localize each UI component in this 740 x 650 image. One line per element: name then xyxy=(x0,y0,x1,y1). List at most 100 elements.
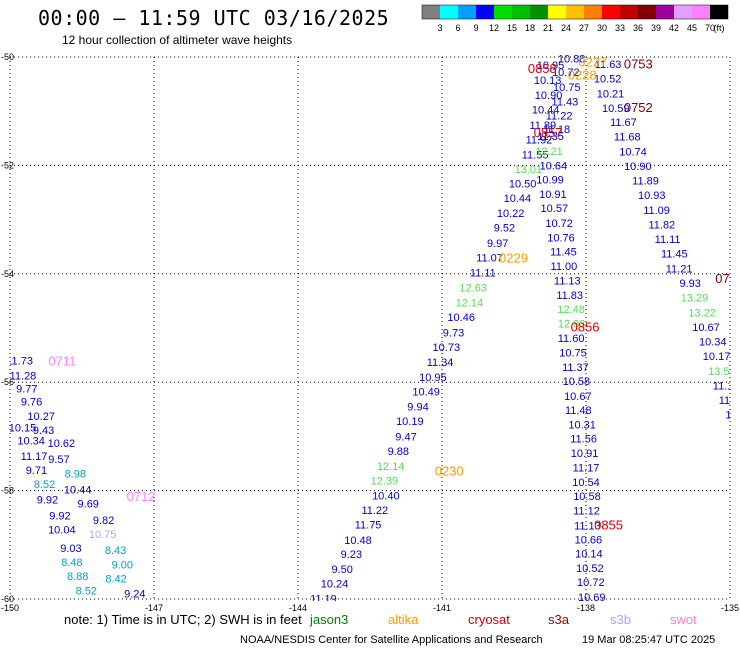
colorbar-swatch xyxy=(674,5,692,19)
y-tick-label: -56 xyxy=(1,377,14,387)
wave-height-point: 9.77 xyxy=(16,384,37,396)
wave-height-point: 10.90 xyxy=(535,90,563,102)
colorbar-label: 33 xyxy=(615,23,625,33)
x-tick-label: -135 xyxy=(721,603,739,612)
wave-height-point: 9.92 xyxy=(49,511,70,523)
wave-height-point: 11.83 xyxy=(556,290,583,302)
wave-height-point: 9.93 xyxy=(679,278,700,290)
colorbar-label: (ft) xyxy=(714,23,725,33)
track-time-label: 0230 xyxy=(435,464,464,479)
colorbar-swatch xyxy=(440,5,458,19)
wave-height-point: 13.22 xyxy=(688,307,716,319)
wave-height-point: 10.72 xyxy=(545,218,573,230)
wave-height-point: 10.57 xyxy=(541,203,569,215)
track-time-label: 0858 xyxy=(528,61,557,76)
track-time-label: 0228 xyxy=(568,67,597,82)
x-tick-label: -144 xyxy=(289,603,307,612)
wave-height-point: 11.13 xyxy=(574,520,601,532)
wave-height-point: 11.56 xyxy=(570,434,597,446)
track-time-label: 0227 xyxy=(578,54,607,69)
wave-height-point: 11.43 xyxy=(552,96,579,108)
colorbar-label: 36 xyxy=(633,23,643,33)
wave-height-point: 10.74 xyxy=(619,146,647,158)
y-tick-label: -58 xyxy=(1,486,14,496)
wave-height-point: 10.44 xyxy=(64,485,92,497)
wave-height-point: 10.13 xyxy=(534,75,562,87)
track-time-label: 0712 xyxy=(127,489,156,504)
wave-height-point: 8.43 xyxy=(105,545,126,557)
satellite-legend-item: jason3 xyxy=(310,612,349,627)
wave-height-point: 10.04 xyxy=(48,525,76,537)
wave-height-point: 10.59 xyxy=(602,103,630,115)
track-time-label: 0711 xyxy=(48,354,76,369)
wave-height-point: 11.82 xyxy=(648,219,675,231)
wave-height-point: 9.82 xyxy=(93,515,114,527)
wave-height-point: 9.69 xyxy=(78,499,99,511)
wave-height-point: 9.43 xyxy=(33,425,54,437)
colorbar-swatch xyxy=(512,5,530,19)
x-tick-label: -147 xyxy=(145,603,163,612)
colorbar-swatch xyxy=(584,5,602,19)
wave-height-point: 9.47 xyxy=(395,431,416,443)
colorbar-swatch xyxy=(458,5,476,19)
wave-height-point: 10.44 xyxy=(504,193,532,205)
colorbar-swatch xyxy=(638,5,656,19)
satellite-legend: jason3 altika cryosat s3a s3b swot xyxy=(0,612,740,628)
colorbar-frame xyxy=(421,4,729,20)
satellite-legend-item: s3b xyxy=(610,612,631,627)
colorbar-swatch xyxy=(422,5,440,19)
wave-height-point: 10.48 xyxy=(344,535,372,547)
y-tick-label: -50 xyxy=(1,52,14,62)
wave-height-point: 10.76 xyxy=(547,232,575,244)
colorbar-label: 24 xyxy=(561,23,571,33)
wave-height-point: 11.89 xyxy=(632,176,659,188)
wave-height-point: 10.58 xyxy=(573,491,601,503)
wave-height-point: 11.12 xyxy=(573,506,600,518)
wave-height-point: 10.58 xyxy=(563,376,591,388)
wave-height-point: 13.50 xyxy=(708,366,736,378)
track-time-label: 0229 xyxy=(499,251,528,266)
wave-height-point: 11.35 xyxy=(537,131,564,143)
wave-height-point: 10.75 xyxy=(559,347,587,359)
wave-height-point: 8.42 xyxy=(105,573,126,585)
wave-height-point: 9.92 xyxy=(37,494,58,506)
x-tick-label: -138 xyxy=(577,603,595,612)
wave-height-point: 11.11 xyxy=(655,234,681,246)
wave-height-point: 11.45 xyxy=(550,247,577,259)
page-title: 00:00 — 11:59 UTC 03/16/2025 xyxy=(38,6,390,30)
wave-height-point: 10.88 xyxy=(558,54,586,66)
wave-height-point: 12.21 xyxy=(535,146,563,158)
colorbar-label: 18 xyxy=(525,23,535,33)
wave-height-point: 9.23 xyxy=(341,549,362,561)
wave-height-point: 10.15 xyxy=(9,423,37,435)
wave-height-point: 10.90 xyxy=(624,161,652,173)
wave-height-point: 10.73 xyxy=(433,342,461,354)
x-tick-label: -141 xyxy=(433,603,451,612)
wave-height-point: 9.71 xyxy=(26,465,47,477)
wave-height-point: 10.99 xyxy=(536,174,564,186)
wave-height-point: 10.17 xyxy=(703,351,731,363)
wave-height-point: 10.34 xyxy=(17,436,45,448)
wave-height-point: 11.48 xyxy=(565,405,592,417)
wave-height-point: 13.29 xyxy=(681,293,709,305)
wave-height-point: 11.19 xyxy=(310,593,337,605)
wave-height-point: 11.11 xyxy=(470,268,496,280)
colorbar-label: 30 xyxy=(597,23,607,33)
x-tick-label: -150 xyxy=(1,603,19,612)
wave-height-point: 10.93 xyxy=(638,190,666,202)
track-time-label: 0753 xyxy=(624,57,653,72)
wave-height-point: 10.64 xyxy=(540,160,568,172)
colorbar-swatch xyxy=(530,5,548,19)
wave-height-point: 9.52 xyxy=(494,223,515,235)
wave-height-point: 9.00 xyxy=(112,559,133,571)
wave-height-point: 11.00 xyxy=(551,261,578,273)
wave-height-point: 10.24 xyxy=(321,578,349,590)
wave-height-point: 11.18 xyxy=(543,124,570,136)
track-time-label: 0857 xyxy=(534,125,563,140)
wave-height-point: 10.40 xyxy=(372,490,400,502)
wave-height-point: 10.50 xyxy=(509,178,537,190)
generated-timestamp: 19 Mar 08:25:47 UTC 2025 xyxy=(582,634,716,646)
colorbar-label: 9 xyxy=(473,23,478,33)
wave-height-point: 10.46 xyxy=(447,312,475,324)
wave-height-point: 11.22 xyxy=(361,505,388,517)
